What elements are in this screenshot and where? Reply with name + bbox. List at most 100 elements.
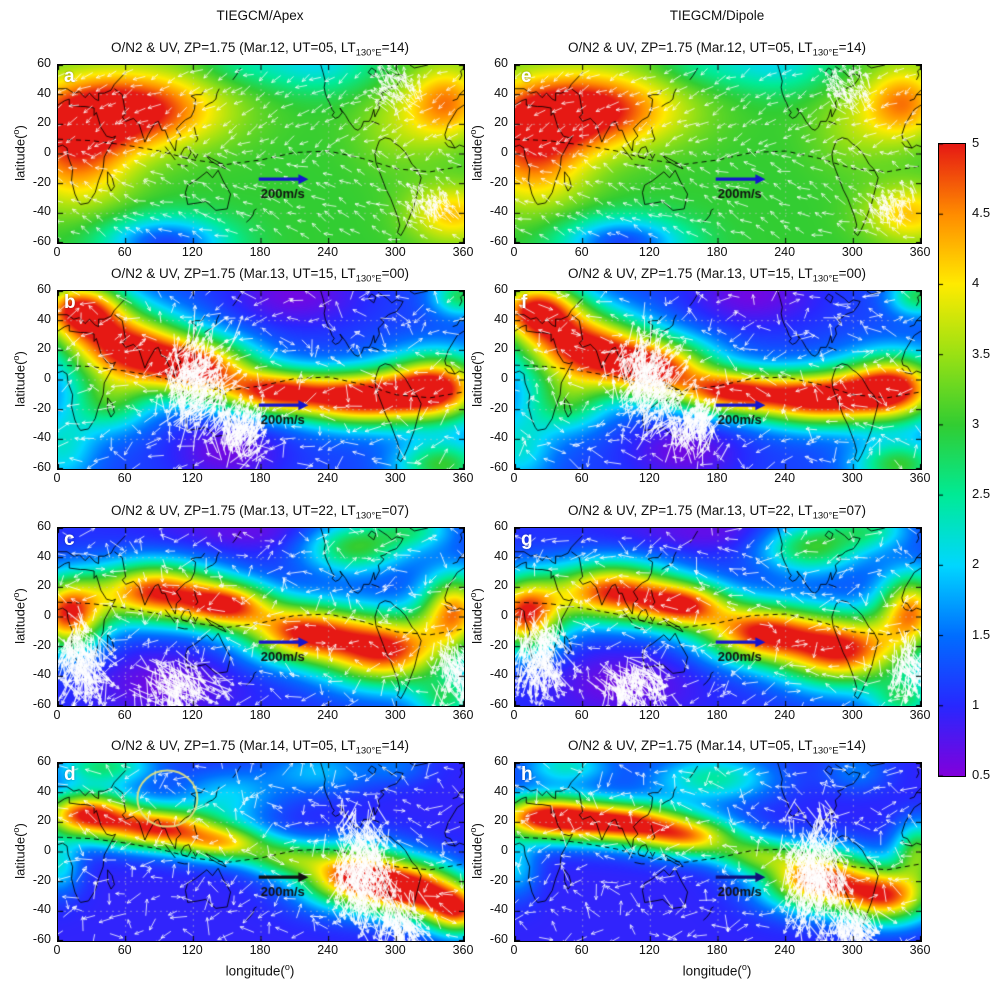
y-tick-label: 40 [37,311,51,326]
x-tick-label: 240 [317,245,339,259]
panel-title-g: O/N2 & UV, ZP=1.75 (Mar.13, UT=22, LT130… [567,503,866,522]
x-tick-label: 120 [638,245,660,259]
panel-letter-c: c [64,529,75,550]
y-tick-label: 60 [494,754,508,768]
y-tick-label: 0 [44,145,51,159]
y-tick-label: 60 [494,519,508,533]
x-tick-label: 360 [452,943,474,957]
x-tick-label: 360 [909,471,931,485]
y-tick-label: 20 [37,341,51,356]
y-tick-label: 60 [37,56,51,70]
x-tick-label: 180 [249,471,271,485]
y-axis-label: latitude(o) [468,823,485,879]
y-tick-label: 40 [494,85,508,100]
x-tick-label: 0 [510,471,518,485]
x-tick-label: 60 [574,943,589,957]
x-tick-label: 300 [384,471,406,485]
y-tick-label: 40 [494,783,508,798]
colorbar-tick-label: 4.5 [972,205,991,221]
x-tick-label: 360 [909,708,931,722]
x-tick-label: 360 [452,471,474,485]
x-tick-label: 0 [53,708,61,722]
colorbar-tick-label: 3.5 [972,345,991,361]
x-tick-label: 300 [384,708,406,722]
panel-d: d [57,762,465,942]
heatmap-canvas-d [58,763,464,941]
panel-g: g [514,527,922,707]
y-tick-label: 0 [44,371,51,385]
x-tick-label: 120 [181,245,203,259]
panel-title-f: O/N2 & UV, ZP=1.75 (Mar.13, UT=15, LT130… [567,266,866,285]
x-tick-label: 60 [574,245,589,259]
x-tick-label: 300 [384,245,406,259]
panel-letter-e: e [521,66,532,87]
y-tick-label: -20 [489,174,508,189]
heatmap-canvas-g [515,528,921,706]
x-tick-label: 0 [53,943,61,957]
y-tick-label: 20 [494,115,508,130]
y-tick-label: -40 [489,430,508,445]
y-tick-label: 40 [494,311,508,326]
heatmap-canvas-e [515,65,921,243]
x-tick-label: 240 [774,245,796,259]
x-tick-label: 120 [181,943,203,957]
y-tick-label: 20 [494,341,508,356]
y-tick-label: -60 [489,932,508,946]
y-tick-label: -40 [32,902,51,917]
y-tick-label: 20 [494,813,508,828]
x-tick-label: 180 [249,708,271,722]
y-tick-label: 0 [501,608,508,622]
x-tick-label: 240 [774,471,796,485]
x-tick-label: 60 [117,471,132,485]
panel-letter-d: d [64,764,76,785]
y-tick-label: -40 [32,204,51,219]
y-tick-label: 60 [37,519,51,533]
y-tick-label: -60 [32,460,51,474]
y-axis-label: latitude(o) [11,351,28,407]
y-tick-label: -40 [489,204,508,219]
panel-letter-h: h [521,764,533,785]
x-tick-label: 240 [774,708,796,722]
y-axis-label: latitude(o) [11,823,28,879]
y-tick-label: 20 [37,115,51,130]
x-tick-label: 240 [317,943,339,957]
column-title-dipole: TIEGCM/Dipole [669,8,765,23]
y-tick-label: -60 [489,697,508,711]
x-tick-label: 300 [841,943,863,957]
y-tick-label: -20 [489,400,508,415]
x-tick-label: 120 [638,943,660,957]
y-tick-label: 20 [37,578,51,593]
y-axis-label: latitude(o) [468,588,485,644]
x-tick-label: 360 [909,245,931,259]
panel-e: e [514,64,922,244]
y-axis-label: latitude(o) [11,125,28,181]
x-tick-label: 300 [384,943,406,957]
colorbar-tick-label: 3 [972,415,980,431]
colorbar-tick-label: 4 [972,275,980,291]
x-tick-label: 0 [510,708,518,722]
y-tick-label: 0 [501,843,508,857]
panel-letter-g: g [521,529,533,550]
x-tick-label: 240 [317,708,339,722]
column-title-apex: TIEGCM/Apex [216,8,304,23]
x-axis-label: longitude(o) [682,962,752,979]
y-tick-label: 40 [37,548,51,563]
x-tick-label: 120 [181,471,203,485]
y-tick-label: 0 [501,371,508,385]
y-tick-label: 0 [501,145,508,159]
colorbar-tick-label: 5 [972,135,980,150]
x-tick-label: 0 [53,245,61,259]
y-tick-label: -60 [32,697,51,711]
x-tick-label: 180 [706,471,728,485]
y-tick-label: 20 [494,578,508,593]
y-tick-label: -40 [32,430,51,445]
x-tick-label: 180 [706,708,728,722]
y-tick-label: -40 [32,667,51,682]
x-axis-label: longitude(o) [225,962,295,979]
panel-h: h [514,762,922,942]
x-tick-label: 300 [841,471,863,485]
x-tick-label: 180 [249,245,271,259]
y-tick-label: -40 [489,667,508,682]
x-tick-label: 120 [638,471,660,485]
y-tick-label: -40 [489,902,508,917]
